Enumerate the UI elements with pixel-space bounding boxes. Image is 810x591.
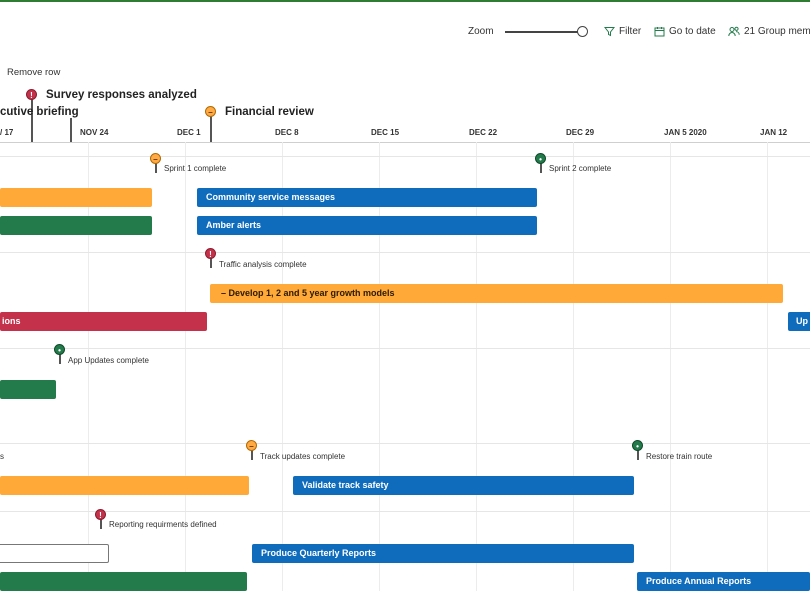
task-bar[interactable] [0, 572, 247, 591]
warning-pin-icon[interactable]: – [205, 106, 216, 117]
go-to-date-label: Go to date [669, 26, 716, 37]
gridline [379, 142, 380, 591]
date-header: DEC 29 [566, 128, 595, 137]
gridline [476, 142, 477, 591]
milestone-label[interactable]: Traffic analysis complete [219, 260, 307, 269]
task-bar[interactable] [0, 188, 152, 207]
date-header: DEC 8 [275, 128, 299, 137]
milestone-label[interactable]: Reporting requirments defined [109, 520, 217, 529]
row-separator [0, 511, 810, 512]
task-bar[interactable]: Up [788, 312, 810, 331]
milestone-stem [155, 163, 157, 173]
group-members-button[interactable]: 21 Group memb [728, 22, 810, 42]
milestone-label[interactable]: Sprint 2 complete [549, 164, 612, 173]
key-milestone-label[interactable]: Financial review [225, 106, 314, 118]
date-header: NOV 24 [80, 128, 109, 137]
task-bar[interactable] [0, 380, 56, 399]
zoom-label: Zoom [468, 26, 494, 37]
date-header: JAN 5 2020 [664, 128, 707, 137]
warning-pin-icon[interactable]: – [150, 153, 161, 164]
top-accent-line [0, 0, 810, 2]
people-icon [728, 26, 740, 36]
milestone-label[interactable]: App Updates complete [68, 356, 149, 365]
milestone-stem [251, 450, 253, 460]
key-milestone-stem [70, 118, 72, 142]
complete-pin-icon[interactable]: • [54, 344, 65, 355]
timeline-toolbar: Zoom Filter Go to date 21 Group memb [0, 22, 810, 42]
date-header: DEC 15 [371, 128, 400, 137]
milestone-stem [59, 354, 61, 364]
milestone-label[interactable]: Track updates complete [260, 452, 346, 461]
group-members-label: 21 Group memb [744, 26, 810, 37]
milestone-stem [210, 258, 212, 268]
alert-pin-icon[interactable]: ! [205, 248, 216, 259]
header-separator [0, 142, 810, 143]
key-milestone-stem [31, 98, 33, 142]
milestone-stem [540, 163, 542, 173]
row-separator [0, 443, 810, 444]
alert-pin-icon[interactable]: ! [26, 89, 37, 100]
task-bar[interactable]: Amber alerts [197, 216, 537, 235]
task-bar[interactable] [0, 476, 249, 495]
milestone-label[interactable]: Sprint 1 complete [164, 164, 227, 173]
gridline [282, 142, 283, 591]
date-header: JAN 12 [760, 128, 788, 137]
calendar-icon [654, 26, 665, 37]
complete-pin-icon[interactable]: • [632, 440, 643, 451]
gridline [670, 142, 671, 591]
go-to-date-button[interactable]: Go to date [654, 22, 716, 42]
complete-pin-icon[interactable]: • [535, 153, 546, 164]
filter-button[interactable]: Filter [604, 22, 641, 42]
gridline [185, 142, 186, 591]
key-milestone-label[interactable]: cutive briefing [0, 106, 79, 118]
task-bar[interactable] [0, 216, 152, 235]
task-bar[interactable]: Produce Quarterly Reports [252, 544, 634, 563]
milestone-label-partial: s [0, 452, 4, 461]
warning-pin-icon[interactable]: – [246, 440, 257, 451]
gridline [573, 142, 574, 591]
task-bar[interactable]: Validate track safety [293, 476, 634, 495]
milestone-stem [100, 519, 102, 529]
task-bar[interactable]: Community service messages [197, 188, 537, 207]
gridline [88, 142, 89, 591]
task-bar[interactable]: Produce Annual Reports [637, 572, 810, 591]
date-header: DEC 22 [469, 128, 498, 137]
task-bar[interactable]: – Develop 1, 2 and 5 year growth models [210, 284, 783, 303]
task-bar-outline[interactable] [0, 544, 109, 563]
milestone-label[interactable]: Restore train route [646, 452, 713, 461]
alert-pin-icon[interactable]: ! [95, 509, 106, 520]
filter-icon [604, 26, 615, 37]
gridline [767, 142, 768, 591]
key-milestone-label[interactable]: Survey responses analyzed [46, 89, 197, 101]
row-separator [0, 156, 810, 157]
filter-label: Filter [619, 26, 642, 37]
date-header: DEC 1 [177, 128, 201, 137]
task-bar[interactable]: ions [0, 312, 207, 331]
date-header: / 17 [0, 128, 14, 137]
zoom-slider[interactable] [505, 31, 581, 33]
key-milestone-stem [210, 116, 212, 142]
milestone-stem [637, 450, 639, 460]
row-separator [0, 348, 810, 349]
zoom-slider-thumb[interactable] [577, 26, 588, 37]
remove-row-link[interactable]: Remove row [7, 67, 61, 78]
row-separator [0, 252, 810, 253]
